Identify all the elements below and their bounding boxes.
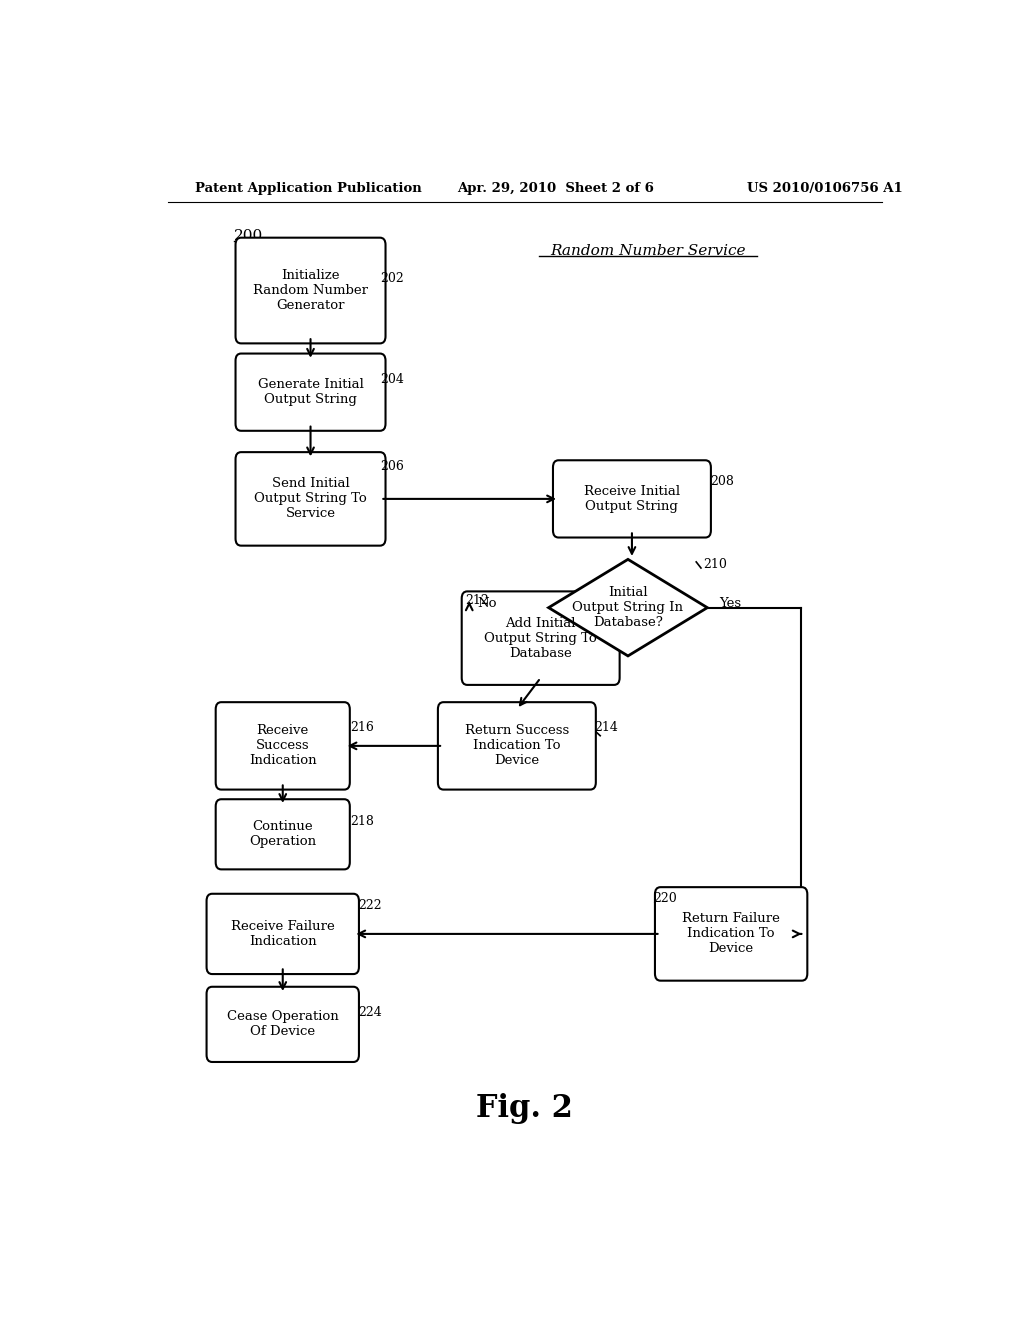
Text: Initial
Output String In
Database?: Initial Output String In Database? bbox=[572, 586, 683, 630]
Text: Yes: Yes bbox=[719, 597, 741, 610]
Text: Initialize
Random Number
Generator: Initialize Random Number Generator bbox=[253, 269, 368, 312]
Text: 210: 210 bbox=[703, 558, 727, 572]
Text: Apr. 29, 2010  Sheet 2 of 6: Apr. 29, 2010 Sheet 2 of 6 bbox=[458, 182, 654, 195]
Text: Receive Initial
Output String: Receive Initial Output String bbox=[584, 484, 680, 513]
Text: Return Failure
Indication To
Device: Return Failure Indication To Device bbox=[682, 912, 780, 956]
Text: US 2010/0106756 A1: US 2010/0106756 A1 bbox=[748, 182, 903, 195]
Text: 214: 214 bbox=[595, 721, 618, 734]
FancyBboxPatch shape bbox=[655, 887, 807, 981]
FancyBboxPatch shape bbox=[236, 238, 385, 343]
Text: 220: 220 bbox=[653, 892, 677, 904]
Text: Patent Application Publication: Patent Application Publication bbox=[196, 182, 422, 195]
Text: Fig. 2: Fig. 2 bbox=[476, 1093, 573, 1125]
Text: Random Number Service: Random Number Service bbox=[550, 244, 745, 257]
FancyBboxPatch shape bbox=[438, 702, 596, 789]
Text: 202: 202 bbox=[380, 272, 404, 285]
Text: Receive Failure
Indication: Receive Failure Indication bbox=[230, 920, 335, 948]
Text: Generate Initial
Output String: Generate Initial Output String bbox=[258, 378, 364, 407]
Text: Add Initial
Output String To
Database: Add Initial Output String To Database bbox=[484, 616, 597, 660]
Text: Device: Device bbox=[285, 244, 337, 257]
Text: Cease Operation
Of Device: Cease Operation Of Device bbox=[227, 1010, 339, 1039]
Text: 222: 222 bbox=[358, 899, 382, 912]
Text: 206: 206 bbox=[380, 459, 404, 473]
Text: 212: 212 bbox=[465, 594, 489, 607]
Text: Continue
Operation: Continue Operation bbox=[249, 820, 316, 849]
FancyBboxPatch shape bbox=[553, 461, 711, 537]
Text: Return Success
Indication To
Device: Return Success Indication To Device bbox=[465, 725, 569, 767]
Text: 216: 216 bbox=[350, 721, 374, 734]
FancyBboxPatch shape bbox=[236, 453, 385, 545]
Text: No: No bbox=[477, 597, 497, 610]
Text: 218: 218 bbox=[350, 814, 374, 828]
Text: Send Initial
Output String To
Service: Send Initial Output String To Service bbox=[254, 478, 367, 520]
FancyBboxPatch shape bbox=[462, 591, 620, 685]
FancyBboxPatch shape bbox=[207, 894, 359, 974]
Text: 208: 208 bbox=[710, 475, 733, 488]
FancyBboxPatch shape bbox=[236, 354, 385, 430]
Polygon shape bbox=[549, 560, 708, 656]
FancyBboxPatch shape bbox=[207, 987, 359, 1063]
Text: 204: 204 bbox=[380, 374, 404, 387]
Text: 224: 224 bbox=[358, 1006, 382, 1019]
Text: 200: 200 bbox=[233, 228, 263, 243]
FancyBboxPatch shape bbox=[216, 799, 350, 870]
Text: Receive
Success
Indication: Receive Success Indication bbox=[249, 725, 316, 767]
FancyBboxPatch shape bbox=[216, 702, 350, 789]
